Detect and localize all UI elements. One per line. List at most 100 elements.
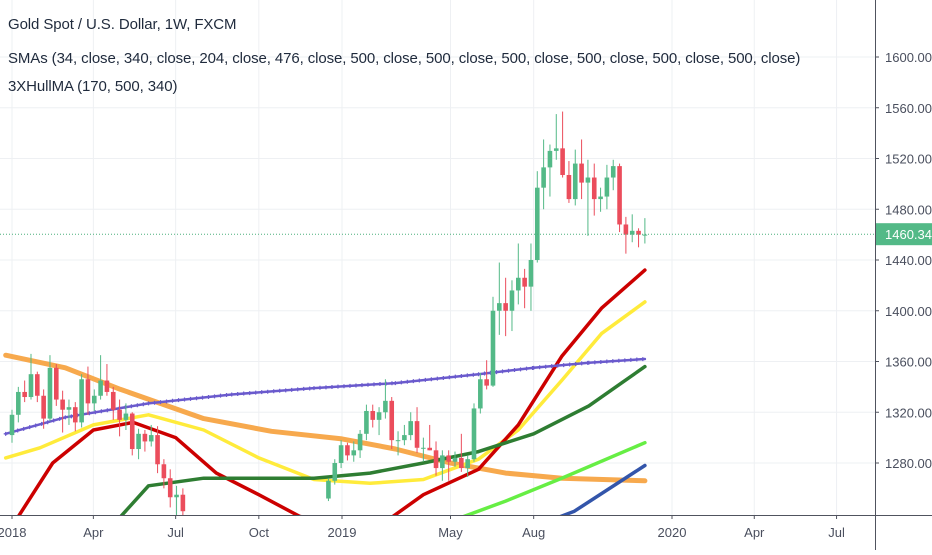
hull-ma-marker — [573, 361, 578, 366]
hull-ma-marker — [33, 423, 38, 428]
candle — [60, 390, 65, 433]
candle-body — [72, 407, 78, 423]
y-tick-label: 1480.00 — [885, 202, 932, 217]
candle-body — [471, 408, 477, 460]
x-tick-label: Aug — [522, 525, 545, 540]
hull-ma-marker — [506, 368, 511, 373]
hull-ma-marker — [323, 385, 328, 390]
candle-body — [598, 196, 603, 200]
hull-ma-marker — [3, 431, 8, 436]
hull-ma-marker — [365, 382, 370, 387]
hull-ma-marker — [241, 391, 246, 396]
hull-ma-marker — [417, 378, 422, 383]
candle — [117, 399, 122, 437]
candle — [503, 277, 508, 337]
candle-body — [129, 413, 135, 450]
sma-line — [462, 440, 647, 515]
hull-ma-marker — [277, 388, 282, 393]
hull-ma-marker — [164, 399, 169, 404]
x-tick-label: Apr — [83, 525, 104, 540]
candle — [54, 364, 59, 406]
candle-body — [547, 150, 553, 168]
candle — [636, 228, 641, 248]
candle — [598, 187, 603, 212]
hull-ma-marker — [200, 395, 205, 400]
hull-ma-marker — [182, 397, 187, 402]
candle-body — [402, 435, 407, 441]
y-tick-label: 1320.00 — [885, 405, 932, 420]
candle-body — [28, 374, 34, 398]
candle-body — [174, 494, 179, 498]
hull-ma-marker — [141, 402, 146, 407]
hull-ma-marker — [247, 391, 252, 396]
hull-ma-marker — [549, 364, 554, 369]
candle-body — [516, 277, 521, 291]
candle-body — [591, 177, 597, 200]
hull-indicator-label[interactable]: 3XHullMA (170, 500, 340) — [8, 78, 178, 95]
hull-ma-marker — [271, 389, 276, 394]
x-tick-label: Oct — [249, 525, 270, 540]
hull-ma-marker — [399, 380, 404, 385]
candle-body — [338, 445, 344, 463]
candle-body — [610, 166, 616, 178]
x-tick-label: Apr — [744, 525, 765, 540]
candle-body — [528, 260, 534, 287]
candle — [402, 424, 407, 446]
candle-body — [79, 379, 84, 423]
hull-ma-marker — [235, 392, 240, 397]
candle-body — [427, 447, 432, 451]
hull-ma-marker — [592, 360, 597, 365]
hull-ma-marker — [634, 357, 639, 362]
candle-body — [617, 166, 622, 225]
candle-body — [623, 224, 629, 235]
hull-ma-marker — [411, 379, 416, 384]
candle — [91, 389, 97, 411]
hull-ma-marker — [586, 360, 591, 365]
x-tick-label: Jul — [167, 525, 184, 540]
hull-ma-marker — [459, 374, 464, 379]
candle — [440, 450, 445, 481]
candle — [9, 409, 15, 443]
hull-ma-marker — [105, 408, 110, 413]
candle-body — [585, 177, 591, 183]
candle — [497, 262, 502, 335]
candle — [98, 355, 103, 400]
hull-ma-marker — [616, 358, 621, 363]
candle-body — [161, 464, 167, 479]
hull-ma-marker — [289, 387, 294, 392]
candle-body — [560, 148, 565, 175]
candle-body — [66, 407, 72, 410]
chart-title: Gold Spot / U.S. Dollar, 1W, FXCM — [8, 16, 237, 33]
candle-body — [345, 445, 350, 456]
candle-body — [85, 379, 91, 404]
candle-body — [484, 379, 489, 386]
hull-ma-marker — [512, 368, 517, 373]
hull-ma-marker — [259, 390, 264, 395]
candle — [383, 379, 388, 419]
candle-body — [117, 409, 122, 420]
candle — [79, 374, 84, 428]
hull-ma-marker — [188, 396, 193, 401]
hull-ma-marker — [518, 367, 523, 372]
candle-body — [478, 379, 483, 409]
hull-ma-marker — [194, 396, 199, 401]
y-tick-label: 1520.00 — [885, 152, 932, 167]
hull-ma-marker — [543, 364, 548, 369]
candle — [389, 397, 395, 450]
candle-body — [47, 367, 53, 419]
candle — [332, 459, 338, 485]
candle-body — [123, 413, 129, 420]
candle — [478, 372, 483, 414]
candle — [528, 243, 534, 311]
sma-indicator-label[interactable]: SMAs (34, close, 340, close, 204, close,… — [8, 50, 801, 67]
last-price-badge — [876, 223, 932, 246]
hull-ma-marker — [158, 400, 163, 405]
candle — [357, 430, 363, 458]
candle — [541, 139, 546, 210]
hull-ma-marker — [170, 398, 175, 403]
candle — [110, 386, 116, 420]
candle-body — [503, 303, 508, 311]
hull-ma-marker — [640, 357, 645, 362]
